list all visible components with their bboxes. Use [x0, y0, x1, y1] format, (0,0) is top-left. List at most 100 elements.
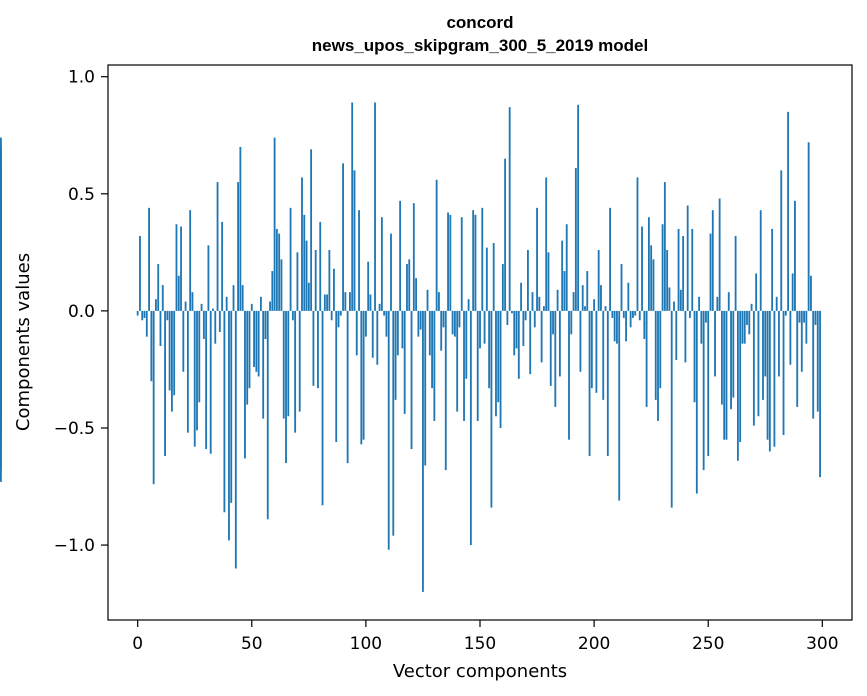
bar-199: [590, 310, 593, 389]
bar-16: [173, 310, 176, 396]
bar-43: [234, 310, 237, 569]
bar-89: [339, 310, 342, 316]
bar-28: [200, 303, 203, 311]
bar-137: [449, 214, 452, 311]
bar-118: [406, 264, 408, 311]
x-axis-ticks: 0 50 100 150 200 250 300: [132, 620, 839, 654]
y-tick-label: 0.5: [68, 185, 95, 205]
bar-136: [447, 212, 449, 311]
bar-94: [351, 102, 354, 311]
bar-284: [784, 310, 787, 316]
bar-147: [472, 210, 475, 311]
bar-247: [700, 310, 703, 344]
bar-15: [170, 310, 173, 412]
bar-171: [527, 250, 529, 311]
bar-72: [301, 177, 303, 311]
bar-14: [168, 310, 171, 391]
bar-294: [807, 142, 810, 311]
bar-159: [499, 310, 502, 428]
chart-title: concord: [446, 13, 513, 32]
bar-100: [364, 310, 367, 337]
bar-80: [319, 221, 322, 311]
bar-196: [584, 306, 586, 311]
y-axis-ticks: 1.0 0.5 0.0 −0.5 −1.0: [54, 68, 108, 556]
bar-111: [390, 233, 392, 311]
bar-258: [725, 310, 728, 440]
bar-281: [778, 310, 780, 377]
bar-30: [205, 310, 208, 450]
bar-217: [632, 310, 634, 318]
bar-255: [718, 198, 721, 311]
bar-27: [198, 310, 201, 403]
bar-undefined: [0, 310, 2, 468]
bar-163: [508, 107, 511, 311]
bar-262: [734, 235, 737, 311]
bar-278: [771, 228, 774, 311]
bar-273: [759, 210, 762, 311]
bar-272: [757, 310, 760, 417]
bar-141: [458, 310, 461, 328]
bar-264: [739, 310, 742, 443]
bars-group: [0, 102, 821, 592]
bar-98: [360, 310, 363, 445]
bar-243: [691, 228, 694, 311]
bar-168: [520, 282, 522, 311]
bar-91: [344, 292, 347, 311]
bar-34: [214, 310, 217, 344]
bar-267: [746, 310, 748, 325]
bar-218: [634, 310, 637, 316]
bar-61: [275, 228, 278, 311]
bar-288: [794, 200, 796, 311]
bar-172: [529, 310, 532, 375]
bar-97: [358, 210, 360, 311]
bar-287: [791, 273, 794, 311]
bar-20: [182, 310, 185, 372]
bar-256: [721, 310, 723, 405]
bar-183: [554, 310, 557, 407]
x-tick-label: 100: [350, 634, 382, 654]
y-tick-label: −1.0: [54, 536, 95, 556]
bar-295: [810, 275, 812, 311]
bar-162: [506, 310, 509, 325]
x-tick-label: 250: [692, 634, 724, 654]
bar-129: [431, 310, 433, 389]
bar-213: [622, 310, 625, 318]
bar-240: [684, 310, 687, 363]
bar-92: [346, 310, 349, 464]
bar-150: [479, 310, 481, 349]
bar-173: [531, 292, 534, 311]
bar-222: [643, 310, 646, 339]
bar-115: [399, 200, 402, 311]
bar-58: [269, 301, 271, 311]
bar-52: [255, 310, 258, 372]
bar-25: [193, 310, 196, 447]
bar-221: [641, 226, 643, 311]
bar-266: [743, 310, 746, 344]
y-tick-label: 1.0: [68, 68, 95, 88]
bar-8: [155, 299, 157, 311]
bar-4: [145, 310, 148, 337]
bar-50: [250, 303, 253, 311]
bar-176: [538, 296, 541, 311]
bar-77: [312, 310, 315, 386]
bar-234: [670, 310, 673, 508]
bar-248: [702, 310, 705, 471]
bar-32: [209, 310, 212, 454]
bar-228: [657, 310, 659, 421]
bar-74: [305, 240, 308, 311]
y-tick-label: −0.5: [54, 419, 95, 439]
bar-263: [736, 310, 739, 461]
bar-214: [625, 310, 627, 342]
bar-277: [768, 310, 771, 452]
bar-233: [668, 287, 671, 311]
bar-232: [666, 250, 669, 311]
bar-157: [495, 310, 497, 417]
bar-235: [673, 301, 675, 311]
bar-239: [682, 235, 685, 311]
x-axis-label: Vector components: [393, 661, 567, 682]
bar-113: [394, 310, 397, 400]
bar-170: [524, 310, 527, 321]
bar-269: [750, 303, 753, 311]
bar-156: [492, 242, 495, 311]
